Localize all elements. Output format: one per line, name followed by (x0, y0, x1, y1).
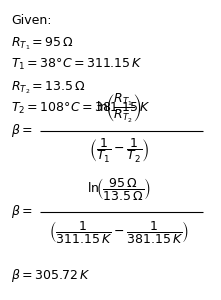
Text: $R_{T_2} = 13.5\,\Omega$: $R_{T_2} = 13.5\,\Omega$ (11, 79, 86, 96)
Text: Given:: Given: (11, 14, 51, 26)
Text: $\left(\dfrac{1}{T_1} - \dfrac{1}{T_2}\right)$: $\left(\dfrac{1}{T_1} - \dfrac{1}{T_2}\r… (89, 137, 150, 165)
Text: $\beta = 305.72\,K$: $\beta = 305.72\,K$ (11, 268, 90, 284)
Text: $R_{T_1} = 95\,\Omega$: $R_{T_1} = 95\,\Omega$ (11, 35, 74, 52)
Text: $\beta =$: $\beta =$ (11, 122, 33, 139)
Text: $T_2 = 108°C = 381.15\,K$: $T_2 = 108°C = 381.15\,K$ (11, 101, 151, 116)
Text: $\beta =$: $\beta =$ (11, 203, 33, 220)
Text: $\mathrm{ln}\!\left(\dfrac{95\,\Omega}{13.5\,\Omega}\right)$: $\mathrm{ln}\!\left(\dfrac{95\,\Omega}{1… (87, 176, 151, 202)
Text: $T_1 = 38°C = 311.15\,K$: $T_1 = 38°C = 311.15\,K$ (11, 57, 143, 72)
Text: $\mathrm{ln}\!\left(\dfrac{R_{T_1}}{R_{T_2}}\right)$: $\mathrm{ln}\!\left(\dfrac{R_{T_1}}{R_{T… (96, 92, 142, 124)
Text: $\left(\dfrac{1}{311.15\,K} - \dfrac{1}{381.15\,K}\right)$: $\left(\dfrac{1}{311.15\,K} - \dfrac{1}{… (49, 219, 189, 245)
